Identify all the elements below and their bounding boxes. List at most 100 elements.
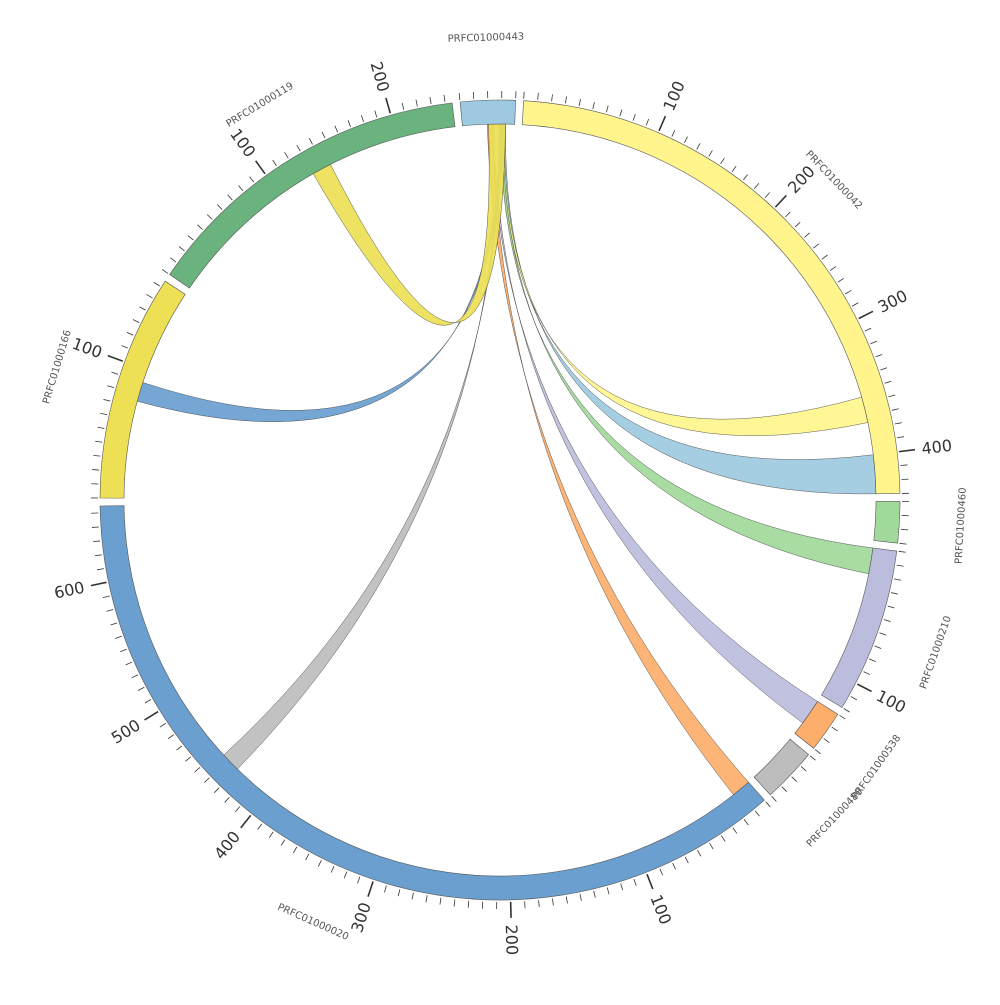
minor-tick-prfc01000480-10 <box>801 766 806 771</box>
minor-tick-prfc01000020-530 <box>132 675 138 678</box>
minor-tick-prfc01000020-130 <box>607 887 609 894</box>
major-tick-prfc01000020-100 <box>647 874 653 889</box>
segment-prfc01000042 <box>522 101 900 494</box>
major-tick-prfc01000020-300 <box>368 881 373 896</box>
major-tick-prfc01000166-100 <box>108 356 123 362</box>
minor-tick-prfc01000042-140 <box>709 150 713 156</box>
minor-tick-prfc01000119-130 <box>297 145 300 151</box>
minor-tick-prfc01000119-110 <box>273 160 277 166</box>
minor-tick-prfc01000020-60 <box>697 850 700 856</box>
minor-tick-prfc01000119-80 <box>238 186 242 191</box>
minor-tick-prfc01000042-10 <box>538 93 539 100</box>
minor-tick-prfc01000042-80 <box>633 114 635 121</box>
minor-tick-prfc01000042-130 <box>697 143 700 149</box>
minor-tick-prfc01000042-120 <box>684 137 687 143</box>
minor-tick-prfc01000119-90 <box>250 177 254 183</box>
minor-tick-prfc01000119-180 <box>361 115 363 122</box>
minor-tick-prfc01000119-40 <box>197 225 202 230</box>
minor-tick-prfc01000119-160 <box>335 126 338 132</box>
minor-tick-prfc01000020-230 <box>468 901 469 908</box>
minor-tick-prfc01000020-610 <box>97 569 104 570</box>
minor-tick-prfc01000042-70 <box>620 110 622 117</box>
minor-tick-prfc01000210-80 <box>869 659 875 662</box>
minor-tick-prfc01000480-30 <box>782 787 787 792</box>
minor-tick-prfc01000020-630 <box>93 541 100 542</box>
segment-prfc01000020 <box>100 506 764 900</box>
link-prfc01000210-2 <box>500 124 873 574</box>
tick-label-prfc01000042-300: 300 <box>875 286 911 317</box>
minor-tick-prfc01000210-110 <box>851 696 857 699</box>
minor-tick-prfc01000042-330 <box>876 354 883 356</box>
minor-tick-prfc01000020-590 <box>103 596 110 598</box>
minor-tick-prfc01000020-70 <box>685 857 688 863</box>
minor-tick-prfc01000020-270 <box>412 893 414 900</box>
minor-tick-prfc01000020-430 <box>214 788 219 793</box>
minor-tick-prfc01000119-60 <box>217 204 222 209</box>
major-tick-prfc01000020-500 <box>145 712 159 720</box>
minor-tick-prfc01000042-370 <box>892 409 899 411</box>
minor-tick-prfc01000042-90 <box>646 119 649 126</box>
tick-label-prfc01000020-400: 400 <box>210 827 244 863</box>
minor-tick-prfc01000166-30 <box>93 455 100 456</box>
minor-tick-prfc01000020-10 <box>755 811 759 816</box>
minor-tick-prfc01000020-370 <box>281 840 285 846</box>
tick-label-prfc01000042-100: 100 <box>659 78 689 114</box>
minor-tick-prfc01000042-320 <box>870 341 876 344</box>
minor-tick-prfc01000166-90 <box>112 372 119 374</box>
minor-tick-prfc01000042-180 <box>754 183 758 188</box>
minor-tick-prfc01000042-30 <box>565 96 566 103</box>
major-tick-prfc01000020-400 <box>241 815 251 828</box>
minor-tick-prfc01000166-140 <box>139 307 145 310</box>
minor-tick-prfc01000020-520 <box>138 687 144 690</box>
segment-prfc01000443 <box>460 100 516 126</box>
minor-tick-prfc01000119-190 <box>375 111 377 118</box>
minor-tick-prfc01000538-0 <box>839 715 845 719</box>
minor-tick-prfc01000166-120 <box>127 332 133 335</box>
minor-tick-prfc01000020-40 <box>721 836 725 842</box>
minor-tick-prfc01000042-110 <box>672 130 675 136</box>
minor-tick-prfc01000020-290 <box>384 886 386 893</box>
minor-tick-prfc01000020-550 <box>120 649 127 652</box>
tick-label-prfc01000042-400: 400 <box>920 436 953 459</box>
minor-tick-prfc01000020-580 <box>106 609 113 611</box>
minor-tick-prfc01000020-260 <box>426 895 427 902</box>
minor-tick-prfc01000119-50 <box>207 215 212 220</box>
minor-tick-prfc01000020-80 <box>673 863 676 869</box>
minor-tick-prfc01000210-50 <box>884 620 891 622</box>
minor-tick-prfc01000020-50 <box>709 843 713 849</box>
major-tick-prfc01000119-200 <box>386 98 390 113</box>
minor-tick-prfc01000020-150 <box>580 894 581 901</box>
minor-tick-prfc01000210-0 <box>899 551 906 552</box>
minor-tick-prfc01000042-40 <box>579 99 580 106</box>
major-tick-prfc01000042-400 <box>899 450 915 452</box>
minor-tick-prfc01000166-50 <box>98 427 105 428</box>
minor-tick-prfc01000042-50 <box>593 102 595 109</box>
minor-tick-prfc01000042-340 <box>880 368 887 370</box>
minor-tick-prfc01000119-230 <box>430 97 431 104</box>
minor-tick-prfc01000020-170 <box>552 899 553 906</box>
link-prfc01000042-0 <box>503 124 876 494</box>
minor-tick-prfc01000210-30 <box>891 593 898 595</box>
minor-tick-prfc01000119-10 <box>170 258 176 262</box>
minor-tick-prfc01000020-350 <box>306 854 309 860</box>
minor-tick-prfc01000443-0 <box>459 93 460 100</box>
minor-tick-prfc01000020-460 <box>185 757 190 761</box>
minor-tick-prfc01000020-510 <box>145 699 151 702</box>
minor-tick-prfc01000042-250 <box>822 255 828 259</box>
tick-label-prfc01000166-100: 100 <box>69 334 104 362</box>
minor-tick-prfc01000020-440 <box>204 778 209 783</box>
minor-tick-prfc01000119-0 <box>162 269 168 273</box>
minor-tick-prfc01000480-0 <box>810 756 815 760</box>
minor-tick-prfc01000042-240 <box>813 244 818 248</box>
minor-tick-prfc01000042-20 <box>552 94 553 101</box>
minor-tick-prfc01000042-210 <box>785 212 790 217</box>
link-prfc01000020-5 <box>224 124 502 769</box>
minor-tick-prfc01000166-70 <box>104 399 111 401</box>
minor-tick-prfc01000460-30 <box>900 543 907 544</box>
minor-tick-prfc01000210-60 <box>879 633 886 635</box>
tick-label-prfc01000020-100: 100 <box>646 892 675 927</box>
minor-tick-prfc01000042-220 <box>795 222 800 227</box>
segment-prfc01000480 <box>754 739 808 795</box>
minor-tick-prfc01000042-380 <box>895 423 902 424</box>
